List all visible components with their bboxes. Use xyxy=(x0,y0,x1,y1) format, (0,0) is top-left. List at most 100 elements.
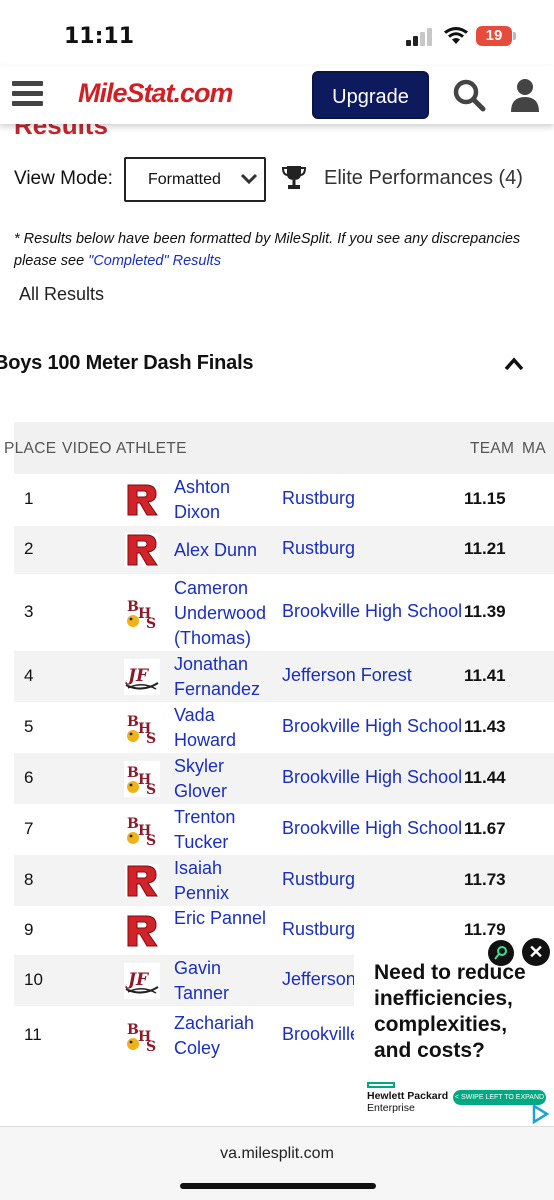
place-cell: 5 xyxy=(24,716,34,736)
completed-results-link[interactable]: "Completed" Results xyxy=(88,253,221,269)
place-cell: 3 xyxy=(24,602,34,621)
team-link[interactable]: Rustburg xyxy=(282,538,356,558)
search-icon[interactable] xyxy=(452,78,486,112)
trophy-icon xyxy=(282,166,306,189)
athlete-link[interactable]: Vada Howard xyxy=(174,704,237,750)
team-link[interactable]: Rustburg xyxy=(282,488,356,508)
elite-performances-link[interactable]: Elite Performances (4) xyxy=(324,167,523,189)
header-video[interactable]: VIDEO xyxy=(62,440,112,457)
svg-text:S: S xyxy=(146,1039,156,1054)
user-account-icon[interactable] xyxy=(510,78,540,112)
all-results-label[interactable]: All Results xyxy=(19,284,105,304)
svg-text:S: S xyxy=(146,782,156,797)
status-time: 11:11 xyxy=(64,24,135,49)
header-mark[interactable]: MA xyxy=(522,440,546,457)
svg-text:S: S xyxy=(146,616,156,631)
team-link[interactable]: Brookville High School xyxy=(282,766,463,787)
header-team[interactable]: TEAM xyxy=(470,440,515,457)
rustburg-logo xyxy=(124,863,160,899)
place-cell: 4 xyxy=(24,665,34,685)
url-text[interactable]: va.milesplit.com xyxy=(220,1145,334,1162)
cellular-signal-icon xyxy=(406,28,434,46)
event-title: Boys 100 Meter Dash Finals xyxy=(0,352,254,374)
ad-brand-line2: Enterprise xyxy=(367,1102,415,1114)
site-header: MileStat.com Upgrade xyxy=(0,66,554,124)
place-cell: 6 xyxy=(24,767,34,787)
svg-text:S: S xyxy=(146,833,156,848)
upgrade-button[interactable]: Upgrade xyxy=(312,71,429,119)
table-row[interactable]: 8 Isaiah Pennix Rustburg 11.73 xyxy=(14,855,554,906)
athlete-link[interactable]: Gavin Tanner xyxy=(174,957,230,1003)
header-athlete[interactable]: ATHLETE xyxy=(116,440,187,457)
athlete-link[interactable]: Eric Pannel xyxy=(174,907,267,928)
home-indicator[interactable] xyxy=(180,1183,376,1189)
ad-info-icon[interactable] xyxy=(488,940,514,966)
table-row[interactable]: 7 B H S Trenton Tucker Brookville High School… xyxy=(14,804,554,855)
mark-cell: 11.41 xyxy=(464,665,506,685)
place-cell: 8 xyxy=(24,869,34,889)
mark-cell: 11.39 xyxy=(464,602,506,621)
table-row[interactable]: 4 JF Jonathan Fernandez Jefferson Forest 11.… xyxy=(14,651,554,702)
place-cell: 1 xyxy=(24,489,34,508)
athlete-link[interactable]: Jonathan Fernandez xyxy=(174,653,261,699)
site-logo[interactable]: MileStat.com xyxy=(78,78,234,108)
ad-swipe-hint[interactable]: < SWIPE LEFT TO EXPAND xyxy=(453,1090,546,1105)
hamburger-menu-icon[interactable] xyxy=(12,81,43,107)
svg-text:B: B xyxy=(127,1022,139,1038)
svg-text:H: H xyxy=(138,772,151,788)
ad-choices-icon[interactable] xyxy=(530,1104,550,1124)
jefferson-forest-logo: JF xyxy=(124,962,160,999)
team-link[interactable]: Jefferson Forest xyxy=(282,664,412,685)
browser-url-bar[interactable]: va.milesplit.com xyxy=(0,1126,554,1200)
header-place[interactable]: PLACE xyxy=(4,440,57,457)
table-row[interactable]: 6 B H S Skyler Glover Brookville High School 1… xyxy=(14,753,554,804)
athlete-link[interactable]: Alex Dunn xyxy=(174,539,258,560)
athlete-link[interactable]: Trenton Tucker xyxy=(174,806,236,852)
mark-cell: 11.21 xyxy=(464,539,506,558)
table-row[interactable]: 5 B H S Vada Howard Brookville High School 11.… xyxy=(14,702,554,753)
table-row[interactable]: 3 B H S Cameron Underwood (Thomas) Brookville… xyxy=(14,575,554,651)
athlete-link[interactable]: Isaiah Pennix xyxy=(174,857,230,903)
svg-text:H: H xyxy=(138,823,151,839)
table-row[interactable]: 9 Eric Pannel Rustburg 11.79 xyxy=(14,906,554,955)
athlete-link[interactable]: Ashton Dixon xyxy=(174,477,231,522)
rustburg-logo xyxy=(124,532,160,568)
team-link[interactable]: Brookville High School xyxy=(282,817,463,838)
status-bar: 11:11 19 xyxy=(0,0,554,66)
ad-close-icon[interactable]: ✕ xyxy=(522,938,550,966)
team-link[interactable]: Rustburg xyxy=(282,868,356,889)
view-mode-select[interactable]: Formatted xyxy=(124,157,266,202)
svg-text:JF: JF xyxy=(125,970,150,990)
rustburg-logo xyxy=(124,482,160,518)
place-cell: 7 xyxy=(24,818,34,838)
ad-brand-line1: Hewlett Packard xyxy=(367,1090,449,1102)
mark-cell: 11.67 xyxy=(464,818,506,838)
team-link[interactable]: Brookville High School xyxy=(282,715,463,736)
svg-text:S: S xyxy=(146,731,156,746)
svg-text:B: B xyxy=(127,816,139,832)
athlete-link[interactable]: Skyler Glover xyxy=(174,755,228,801)
ad-brand: Hewlett Packard Enterprise xyxy=(367,1082,448,1114)
formatted-results-note: * Results below have been formatted by M… xyxy=(14,228,544,272)
team-link[interactable]: Rustburg xyxy=(282,918,356,939)
athlete-link[interactable]: Cameron Underwood (Thomas) xyxy=(174,577,267,648)
wifi-icon xyxy=(444,27,468,44)
table-row[interactable]: 2 Alex Dunn Rustburg 11.21 xyxy=(14,526,554,574)
svg-text:JF: JF xyxy=(125,666,150,686)
svg-text:H: H xyxy=(138,606,151,622)
table-row[interactable]: 1 Ashton Dixon Rustburg 11.15 xyxy=(14,474,554,526)
mark-cell: 11.79 xyxy=(464,919,506,939)
jefferson-forest-logo: JF xyxy=(124,658,160,695)
ad-headline[interactable]: Need to reduce inefficiencies, complexit… xyxy=(374,961,526,1062)
place-cell: 10 xyxy=(24,969,43,989)
svg-text:H: H xyxy=(138,721,151,737)
battery-icon: 19 xyxy=(476,26,516,46)
chevron-up-icon[interactable] xyxy=(503,356,525,372)
athlete-link[interactable]: Zachariah Coley xyxy=(174,1013,255,1058)
chevron-down-icon xyxy=(240,173,258,185)
team-link[interactable]: Brookville High School xyxy=(282,601,463,621)
